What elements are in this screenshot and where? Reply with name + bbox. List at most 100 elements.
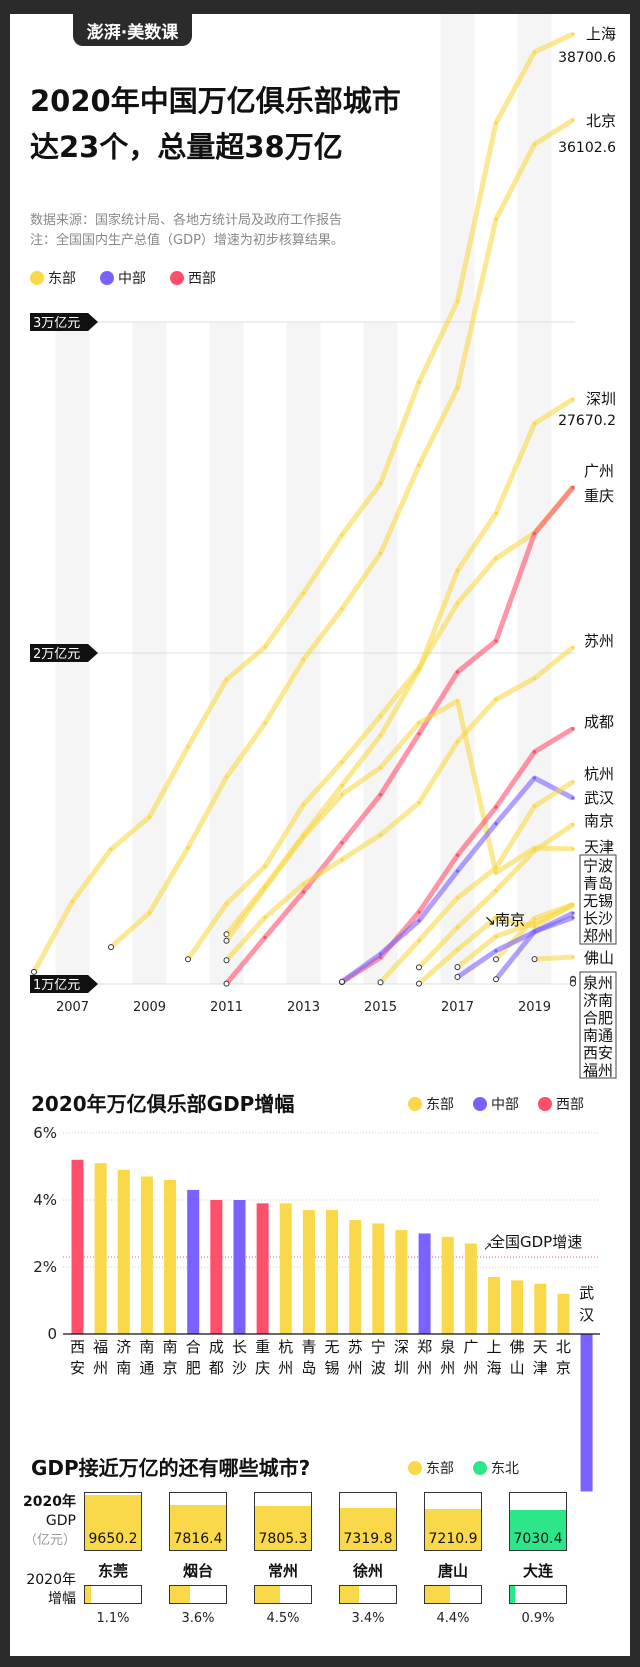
gdp-value: 7805.3 [258,1531,308,1547]
x-tick-label: 2017 [441,1000,474,1015]
growth-value: 4.5% [266,1611,300,1626]
legend-item: 中部 [100,268,146,288]
data-point [494,889,498,893]
data-point [340,841,344,845]
data-point [455,601,460,605]
data-point [571,911,575,915]
gdp-fill [425,1508,481,1550]
growth-box [339,1585,397,1604]
data-point [494,916,498,920]
data-point [571,780,575,784]
legend-dot-icon [473,1461,487,1475]
series-label: 北京 [586,112,616,130]
x-tick-label: 2019 [518,1000,551,1015]
series-label: 天津 [584,838,614,856]
page-title-line1: 2020年中国万亿俱乐部城市 [30,84,401,118]
data-point [378,765,383,770]
data-point [494,697,498,702]
data-point [571,902,575,906]
data-point [301,802,306,807]
data-point [223,957,230,964]
data-point [532,929,537,933]
data-point [571,397,575,401]
city-name: 烟台 [182,1562,213,1580]
gdp-row-label-1: 2020年 [23,1494,76,1510]
data-point [417,910,421,914]
data-point [494,511,498,515]
data-point [378,714,383,718]
series-label: 泉州 [583,974,613,992]
data-point [109,847,113,851]
data-point [416,964,422,971]
data-point [378,793,383,797]
city-name: 大连 [522,1562,553,1580]
growth-box [254,1585,312,1604]
growth-box [509,1585,567,1604]
data-point [494,121,498,125]
series-label: 福州 [583,1062,613,1080]
data-point [493,976,499,983]
data-point [454,974,461,981]
data-point [455,386,460,390]
data-point [493,956,499,963]
data-point [494,866,498,870]
legend-item: 中部 [473,1094,519,1114]
data-point [570,980,576,987]
gdp-box: 7319.8 [339,1492,397,1551]
data-point [455,869,460,873]
growth-value: 4.4% [436,1611,470,1626]
data-point [340,857,344,862]
data-point [417,666,421,670]
data-point [301,658,306,662]
gdp-value: 7030.4 [513,1531,563,1547]
year-stripe [440,14,475,984]
legend-dot-icon [408,1461,422,1475]
data-point [417,919,421,923]
legend-dot-icon [100,271,114,285]
data-point [340,533,344,537]
annotation-label: 南京 [495,911,525,929]
data-point [147,815,152,819]
legend-dot-icon [170,271,184,285]
city-name: 唐山 [437,1562,468,1580]
data-point [455,925,460,929]
data-point [378,481,383,486]
data-point [301,882,306,886]
data-point [417,938,421,943]
data-point [494,949,498,953]
data-point [454,964,461,971]
y-tick-tag [30,313,98,331]
data-point [378,833,383,837]
gdp-value: 7210.9 [428,1531,478,1547]
data-point [417,380,421,384]
city-name: 东莞 [97,1562,128,1580]
data-point [532,804,537,808]
growth-value: 1.1% [96,1611,130,1626]
data-point [455,740,460,744]
x-tick-label: 2015 [364,1000,397,1015]
legend-dot-icon [538,1097,552,1111]
data-point [455,699,460,703]
bar-chart-title: 2020年万亿俱乐部GDP增幅 [31,1092,295,1116]
data-point [263,935,267,939]
series-label: 南京 [584,812,614,830]
series-line-杭州 [378,779,575,985]
legend-item: 东北 [473,1458,519,1478]
y-tick-label: 1万亿元 [33,978,80,993]
data-point [263,721,267,725]
data-point [494,821,498,826]
city-name: 徐州 [352,1562,383,1580]
data-point [223,980,230,987]
note-text: 注：全国国内生产总值（GDP）增速为初步核算结果。 [30,233,344,248]
data-point [455,853,460,857]
data-point [455,670,460,674]
data-point [571,822,575,827]
gdp-value: 9650.2 [88,1531,138,1547]
series-label: 南通 [583,1027,613,1045]
legend-item: 东部 [408,1094,454,1114]
data-point [455,948,460,952]
brand-logo: 澎湃·美数课 [73,14,192,46]
gdp-fill [85,1495,141,1550]
near-title: GDP接近万亿的还有哪些城市? [31,1456,311,1480]
data-point [455,568,460,573]
